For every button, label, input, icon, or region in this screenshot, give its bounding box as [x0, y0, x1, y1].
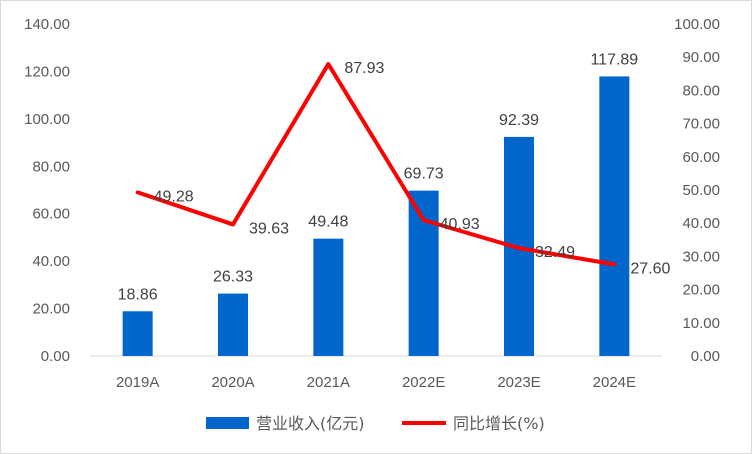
left-axis-tick-label: 100.00	[24, 111, 70, 128]
right-axis-tick-label: 60.00	[682, 149, 720, 166]
right-axis-tick-label: 10.00	[682, 315, 720, 332]
left-axis-tick-label: 140.00	[24, 16, 70, 33]
left-axis-tick-label: 80.00	[32, 158, 70, 175]
legend: 营业收入(亿元) 同比增长(%)	[206, 414, 545, 433]
right-axis-tick-label: 20.00	[682, 282, 720, 299]
bar	[218, 293, 248, 356]
bar-data-label: 92.39	[499, 112, 539, 129]
left-axis: 0.00 20.00 40.00 60.00 80.00 100.00 120.00 140.…	[24, 16, 70, 365]
growth-line	[135, 62, 617, 267]
left-axis-tick-label: 60.00	[32, 206, 70, 223]
x-axis-tick-label: 2023E	[497, 374, 540, 391]
x-axis-tick-label: 2021A	[307, 374, 350, 391]
legend-bar-label: 营业收入(亿元)	[256, 414, 365, 433]
line-data-label: 32.49	[535, 244, 575, 261]
bar	[408, 190, 439, 356]
right-axis: 0.00 10.00 20.00 30.00 40.00 50.00 60.00 70.00 8…	[674, 16, 720, 365]
right-axis-tick-label: 40.00	[682, 215, 720, 232]
x-axis-tick-label: 2020A	[211, 374, 254, 391]
bar-data-label: 49.48	[308, 214, 348, 231]
left-axis-tick-label: 20.00	[32, 301, 70, 318]
x-axis-tick-label: 2024E	[593, 374, 636, 391]
line-data-label: 40.93	[440, 216, 480, 233]
bar	[599, 76, 630, 357]
right-axis-tick-label: 100.00	[674, 16, 720, 33]
right-axis-tick-label: 80.00	[682, 82, 720, 99]
bar-data-label: 117.89	[590, 51, 638, 68]
bar-data-labels: 18.86 26.33 49.48 69.73 92.39 117.89	[118, 51, 639, 303]
bar	[122, 311, 153, 356]
bar-data-label: 69.73	[404, 166, 444, 183]
legend-bar-swatch	[206, 417, 249, 429]
right-axis-tick-label: 90.00	[682, 49, 720, 66]
line-data-label: 87.93	[344, 60, 384, 77]
left-axis-tick-label: 120.00	[24, 63, 70, 80]
right-axis-tick-label: 50.00	[682, 182, 720, 199]
line-data-label: 49.28	[154, 188, 194, 205]
line-data-labels: 49.28 39.63 87.93 40.93 32.49 27.60	[154, 60, 671, 277]
x-axis-tick-labels: 2019A 2020A 2021A 2022E 2023E 2024E	[116, 374, 636, 391]
bar	[313, 238, 344, 356]
bar-data-label: 26.33	[213, 269, 253, 286]
left-axis-tick-label: 0.00	[41, 348, 70, 365]
legend-line-label: 同比增长(%)	[453, 414, 545, 433]
right-axis-tick-label: 70.00	[682, 116, 720, 133]
line-data-label: 27.60	[630, 260, 670, 277]
right-axis-tick-label: 30.00	[682, 248, 720, 265]
line-series	[135, 62, 617, 267]
bar-data-label: 18.86	[118, 286, 158, 303]
line-data-label: 39.63	[249, 220, 289, 237]
x-axis-tick-label: 2019A	[116, 374, 159, 391]
right-axis-tick-label: 0.00	[691, 348, 720, 365]
x-axis-tick-label: 2022E	[402, 374, 445, 391]
left-axis-tick-label: 40.00	[32, 253, 70, 270]
